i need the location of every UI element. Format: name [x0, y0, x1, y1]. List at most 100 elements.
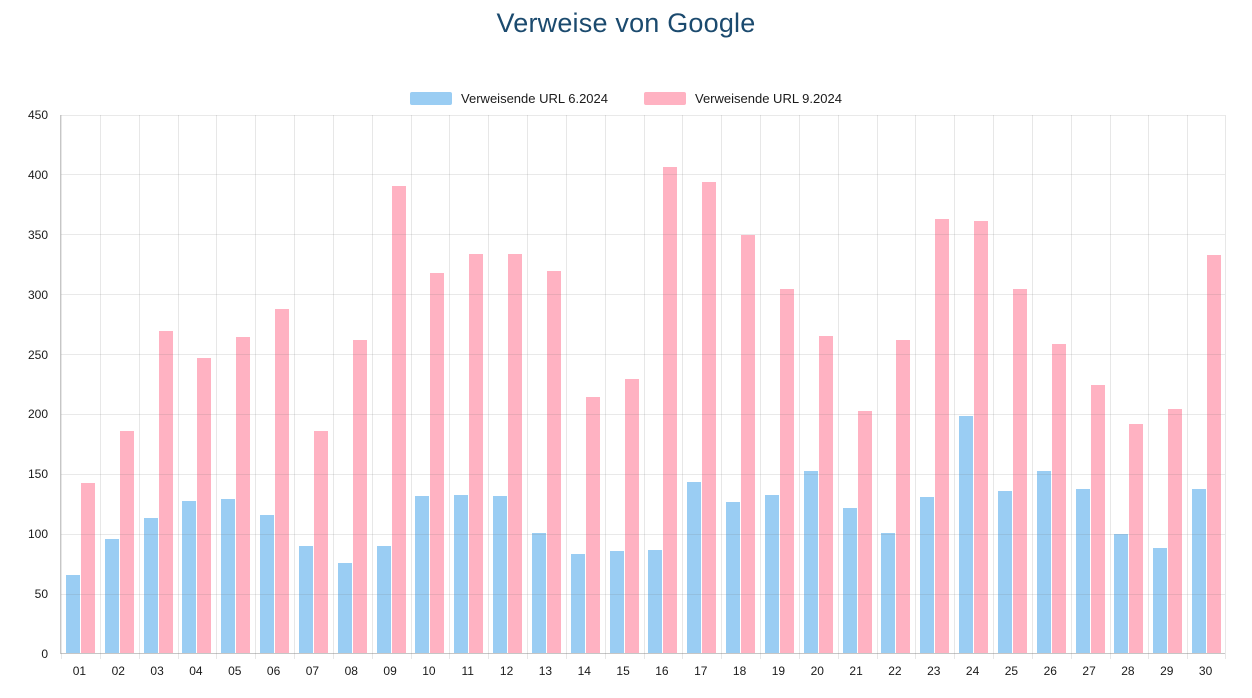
x-axis-tick-label-03: 03 — [150, 664, 164, 678]
bar-s1-day-09 — [376, 546, 391, 653]
bar-s1-day-03 — [143, 517, 158, 653]
gridline-v-1 — [99, 115, 101, 659]
gridline-v-9 — [410, 115, 412, 659]
gridline-h-400 — [61, 174, 1225, 176]
legend-item-series1: Verweisende URL 6.2024 — [410, 91, 608, 106]
bar-group-day-28 — [1110, 115, 1149, 653]
bar-s2-day-23 — [935, 219, 950, 653]
gridline-v-20 — [837, 115, 839, 659]
y-axis-tick-label-100: 100 — [27, 527, 48, 542]
bar-s2-day-05 — [236, 336, 251, 653]
bar-group-day-13 — [527, 115, 566, 653]
legend: Verweisende URL 6.2024 Verweisende URL 9… — [0, 91, 1252, 106]
legend-label-series1: Verweisende URL 6.2024 — [461, 91, 608, 106]
y-axis-tick-label-50: 50 — [34, 587, 48, 602]
bar-s2-day-16 — [663, 166, 678, 653]
bar-s2-day-08 — [352, 340, 367, 653]
bar-s1-day-14 — [570, 553, 585, 653]
x-axis-tick-label-04: 04 — [189, 664, 203, 678]
x-axis-tick-label-09: 09 — [383, 664, 397, 678]
x-axis-tick-label-22: 22 — [888, 664, 902, 678]
gridline-v-14 — [604, 115, 606, 659]
x-axis-tick-label-12: 12 — [499, 664, 514, 678]
bar-s1-day-01 — [65, 575, 80, 653]
x-axis-tick-label-05: 05 — [228, 664, 242, 678]
x-axis-tick-label-25: 25 — [1004, 664, 1019, 678]
gridline-v-13 — [565, 115, 567, 659]
x-axis-tick-label-13: 13 — [538, 664, 553, 678]
bar-s2-day-26 — [1051, 343, 1066, 653]
gridline-h-200 — [61, 413, 1225, 415]
y-axis-tick-label-300: 300 — [27, 287, 48, 302]
gridline-v-4 — [216, 115, 218, 659]
bar-s2-day-19 — [779, 288, 794, 653]
legend-item-series2: Verweisende URL 9.2024 — [644, 91, 842, 106]
bar-group-day-15 — [605, 115, 644, 653]
bar-group-day-10 — [411, 115, 450, 653]
y-axis-tick-label-250: 250 — [27, 347, 48, 362]
bar-group-day-08 — [333, 115, 372, 653]
bar-s2-day-20 — [818, 335, 833, 653]
plot-area — [60, 114, 1226, 659]
x-axis-tick-label-17: 17 — [694, 664, 708, 678]
gridline-v-15 — [643, 115, 645, 659]
x-axis-tick-label-21: 21 — [849, 664, 863, 678]
bar-group-day-01 — [61, 115, 100, 653]
x-axis-tick-label-06: 06 — [266, 664, 281, 678]
bar-s1-day-27 — [1075, 488, 1090, 653]
bar-group-day-27 — [1071, 115, 1110, 653]
bar-group-day-21 — [838, 115, 877, 653]
bar-s1-day-10 — [415, 496, 430, 653]
x-axis-tick-label-10: 10 — [422, 664, 436, 678]
gridline-v-24 — [993, 115, 994, 659]
bar-s1-day-07 — [298, 546, 313, 653]
bar-s1-day-21 — [842, 508, 857, 653]
bar-group-day-16 — [644, 115, 683, 653]
bar-s2-day-21 — [857, 411, 872, 653]
gridline-v-22 — [915, 115, 917, 659]
gridline-v-30 — [1225, 115, 1226, 659]
x-axis-tick-label-01: 01 — [72, 664, 87, 678]
bar-s2-day-22 — [896, 340, 911, 653]
gridline-v-0 — [61, 115, 62, 659]
bar-s1-day-26 — [1036, 470, 1051, 653]
x-axis-tick-label-14: 14 — [577, 664, 591, 678]
bar-group-day-03 — [139, 115, 178, 653]
gridline-v-26 — [1070, 115, 1072, 659]
y-axis-tick-label-450: 450 — [27, 108, 48, 122]
gridline-h-50 — [61, 593, 1225, 595]
bar-group-day-30 — [1187, 115, 1226, 653]
gridline-v-7 — [332, 115, 334, 659]
x-axis-tick-label-16: 16 — [655, 664, 669, 678]
legend-swatch-series2 — [644, 92, 686, 105]
bar-group-day-02 — [100, 115, 139, 653]
x-axis-tick-label-30: 30 — [1198, 664, 1213, 678]
bar-s1-day-20 — [803, 470, 818, 653]
gridline-h-350 — [61, 234, 1225, 236]
bar-group-day-18 — [721, 115, 760, 653]
bar-s2-day-25 — [1012, 288, 1027, 653]
bar-s2-day-27 — [1090, 384, 1105, 653]
gridline-h-100 — [61, 533, 1225, 535]
bar-s2-day-02 — [119, 431, 134, 653]
bar-s1-day-30 — [1192, 488, 1207, 653]
bar-group-day-04 — [178, 115, 217, 653]
bar-s2-day-13 — [546, 270, 561, 653]
bar-s2-day-29 — [1168, 408, 1183, 653]
bar-s2-day-30 — [1207, 255, 1222, 653]
gridline-v-6 — [294, 115, 295, 659]
bar-group-day-29 — [1148, 115, 1187, 653]
bar-group-day-11 — [449, 115, 488, 653]
x-axis-tick-label-29: 29 — [1160, 664, 1174, 678]
bar-group-day-14 — [566, 115, 605, 653]
gridline-v-12 — [527, 115, 528, 659]
bar-s1-day-06 — [260, 515, 275, 653]
bar-s1-day-29 — [1153, 547, 1168, 653]
x-axis-tick-label-11: 11 — [461, 664, 474, 678]
bar-group-day-06 — [255, 115, 294, 653]
x-axis-tick-label-20: 20 — [810, 664, 824, 678]
bar-s1-day-18 — [726, 502, 741, 653]
bar-s1-day-04 — [182, 500, 197, 653]
x-axis-tick-label-07: 07 — [305, 664, 320, 678]
